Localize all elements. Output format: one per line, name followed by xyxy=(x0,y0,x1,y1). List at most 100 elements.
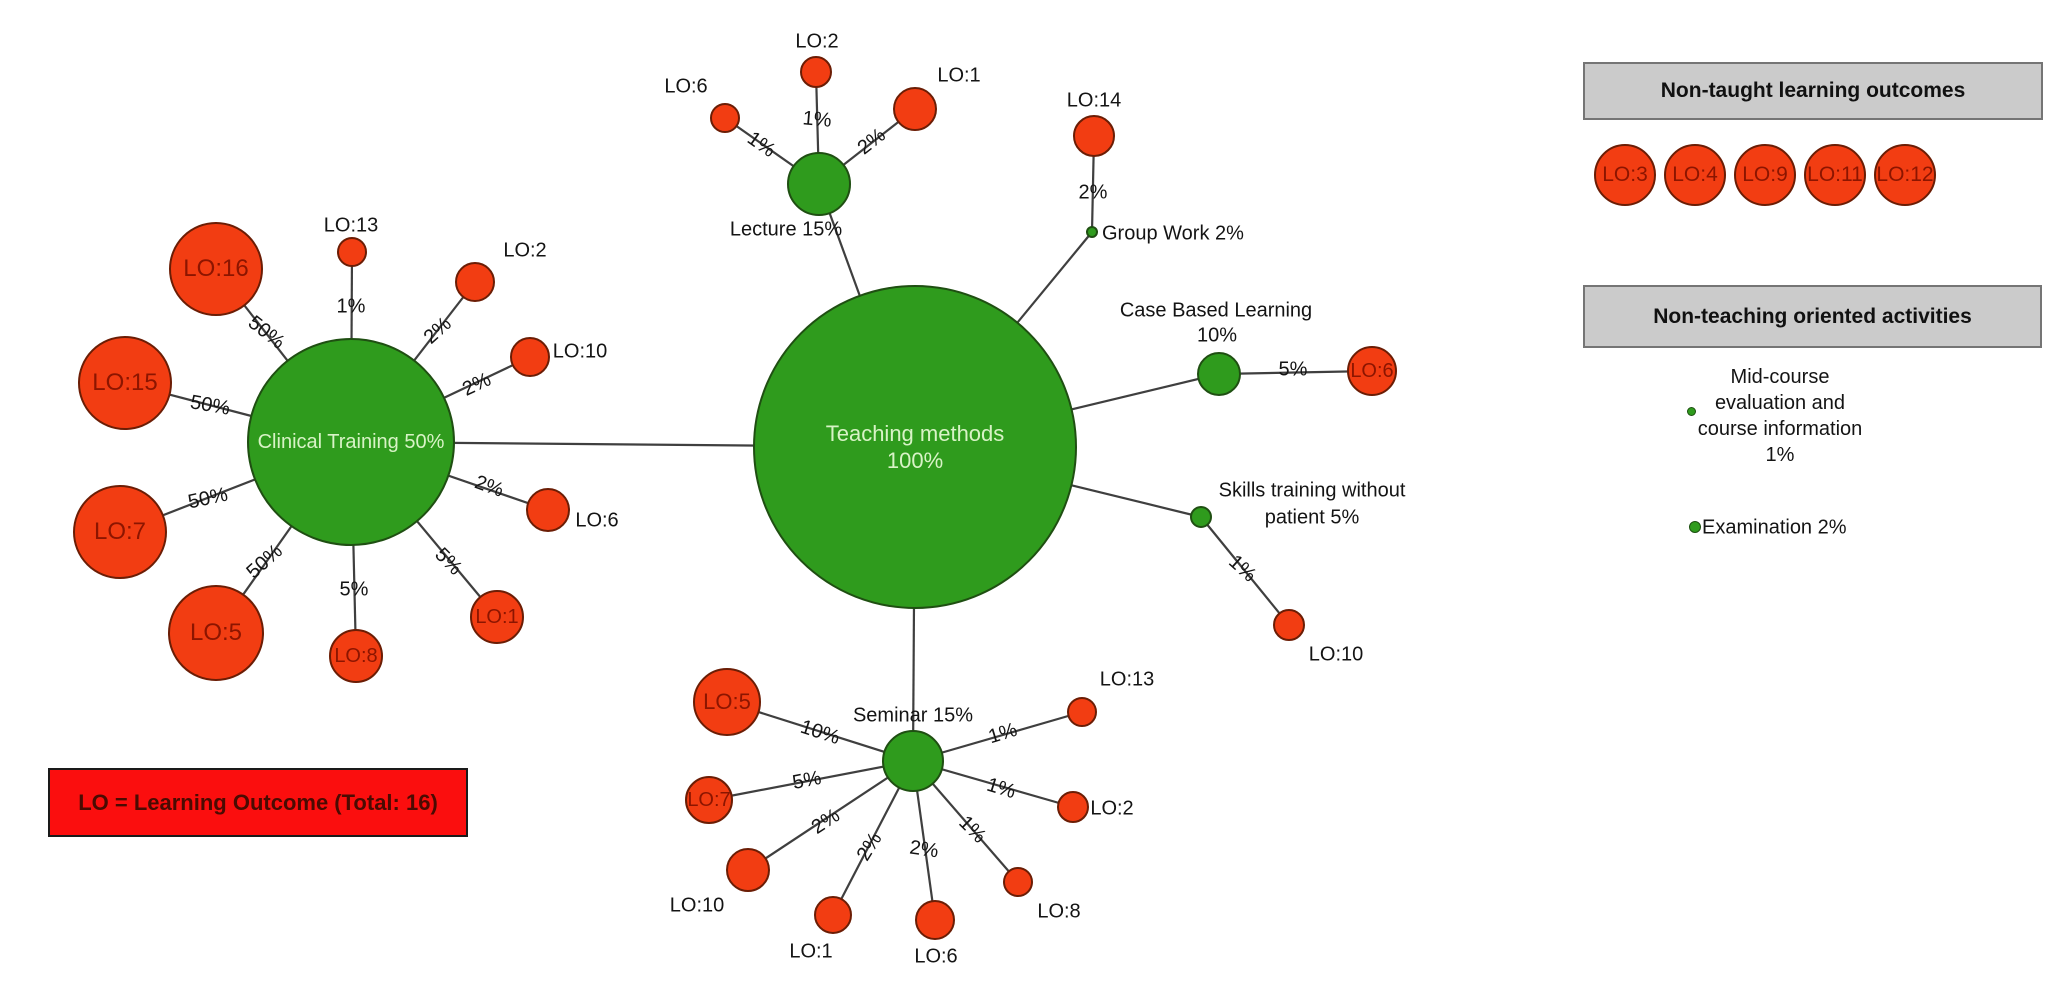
node-lecture-lo6 xyxy=(710,103,740,133)
non-taught-legend-header: Non-taught learning outcomes xyxy=(1583,62,2043,120)
diagram-text-label: LO:2 xyxy=(503,239,547,262)
node-seminar-lo2 xyxy=(1057,791,1089,823)
legend-circle-label: LO:12 xyxy=(1876,163,1934,186)
edge-percent-label: 5% xyxy=(339,578,369,601)
diagram-text-label: LO:10 xyxy=(552,340,608,363)
node-seminar-lo6 xyxy=(915,900,955,940)
node-inner-label: LO:15 xyxy=(92,369,158,396)
diagram-text-label: Lecture 15% xyxy=(729,218,843,241)
node-clinical-lo13 xyxy=(337,237,367,267)
node-inner-label: LO:8 xyxy=(334,644,378,667)
node-skills-training xyxy=(1190,506,1212,528)
non-taught-legend-title: Non-taught learning outcomes xyxy=(1660,79,1966,102)
edge-line xyxy=(747,760,914,871)
node-inner-label: 100% xyxy=(886,448,944,473)
mid-course-line: course information xyxy=(1697,418,1863,440)
diagram-text-label: LO:10 xyxy=(1308,643,1364,666)
legend-circle-label: LO:4 xyxy=(1672,163,1718,186)
node-lecture-lo1 xyxy=(893,87,937,131)
mid-course-line: Mid-course xyxy=(1730,366,1830,388)
node-inner-label: LO:7 xyxy=(93,518,147,545)
legend-circle-label: LO:11 xyxy=(1807,163,1863,186)
diagram-text-label: LO:14 xyxy=(1066,89,1122,112)
diagram-text-label: LO:1 xyxy=(937,64,981,87)
node-case-based-learning xyxy=(1197,352,1241,396)
diagram-text-label: LO:10 xyxy=(669,894,725,917)
mid-course-label: Mid-course evaluation and course informa… xyxy=(1660,364,1900,468)
node-inner-label: LO:6 xyxy=(1350,359,1394,382)
legend-circle-lo3: LO:3 xyxy=(1594,144,1656,206)
edge-percent-label: 2% xyxy=(1078,181,1108,204)
node-seminar xyxy=(882,730,944,792)
node-inner-label: LO:1 xyxy=(475,605,519,628)
node-clinical-lo6 xyxy=(526,488,570,532)
node-inner-label: LO:16 xyxy=(183,255,249,282)
diagram-text-label: Case Based Learning xyxy=(1119,299,1313,322)
node-seminar-lo8 xyxy=(1003,867,1033,897)
node-inner-label: LO:7 xyxy=(687,788,731,811)
diagram-text-label: LO:6 xyxy=(914,945,958,968)
node-skills-lo10 xyxy=(1273,609,1305,641)
node-seminar-lo13 xyxy=(1067,697,1097,727)
non-teaching-legend-title: Non-teaching oriented activities xyxy=(1653,304,1972,328)
node-group-work-lo14 xyxy=(1073,115,1115,157)
diagram-text-label: 10% xyxy=(1196,324,1238,347)
node-seminar-lo10 xyxy=(726,848,770,892)
node-clinical-lo16: LO:16 xyxy=(169,222,263,316)
legend-circle-lo11: LO:11 xyxy=(1804,144,1866,206)
node-cbl-lo6: LO:6 xyxy=(1347,346,1397,396)
node-clinical-lo1: LO:1 xyxy=(470,590,524,644)
edge-line xyxy=(1218,369,1373,376)
diagram-text-label: Group Work 2% xyxy=(1102,222,1244,245)
node-inner-label: LO:5 xyxy=(189,619,243,646)
edge-percent-label: 5% xyxy=(1278,358,1308,381)
diagram-text-label: Skills training without xyxy=(1218,479,1406,502)
diagram-text-label: LO:8 xyxy=(1037,900,1081,923)
learning-outcome-note-box: LO = Learning Outcome (Total: 16) xyxy=(48,768,468,837)
node-clinical-lo10 xyxy=(510,337,550,377)
node-clinical-lo15: LO:15 xyxy=(78,336,172,430)
examination-dot-icon xyxy=(1689,521,1701,533)
diagram-text-label: patient 5% xyxy=(1264,506,1360,529)
legend-circle-label: LO:9 xyxy=(1742,163,1788,186)
edge-percent-label: 2% xyxy=(908,836,940,863)
edge-percent-label: 1% xyxy=(336,295,366,318)
diagram-text-label: LO:2 xyxy=(1090,797,1134,820)
diagram-text-label: LO:13 xyxy=(1099,668,1155,691)
legend-circle-lo12: LO:12 xyxy=(1874,144,1936,206)
mid-course-dot-icon xyxy=(1687,407,1696,416)
node-teaching-methods: Teaching methods 100% xyxy=(753,285,1077,609)
legend-circle-lo4: LO:4 xyxy=(1664,144,1726,206)
diagram-text-label: LO:6 xyxy=(664,75,708,98)
mid-course-line: 1% xyxy=(1765,444,1795,466)
node-inner-label: Clinical Training 50% xyxy=(257,430,445,453)
diagram-text-label: LO:6 xyxy=(575,509,619,532)
node-inner-label: Teaching methods xyxy=(825,420,1005,446)
node-clinical-lo7: LO:7 xyxy=(73,485,167,579)
legend-circle-label: LO:3 xyxy=(1602,163,1648,186)
diagram-text-label: Seminar 15% xyxy=(852,704,974,727)
node-clinical-lo5: LO:5 xyxy=(168,585,264,681)
learning-outcome-note-text: LO = Learning Outcome (Total: 16) xyxy=(78,789,438,815)
diagram-text-label: LO:13 xyxy=(323,214,379,237)
mid-course-line: evaluation and xyxy=(1714,392,1846,414)
node-lecture-lo2 xyxy=(800,56,832,88)
non-teaching-legend-header: Non-teaching oriented activities xyxy=(1583,285,2042,348)
node-clinical-lo8: LO:8 xyxy=(329,629,383,683)
edge-line xyxy=(1200,516,1290,626)
node-seminar-lo1 xyxy=(814,896,852,934)
diagram-text-label: LO:1 xyxy=(789,940,833,963)
edge-line xyxy=(708,759,914,802)
node-clinical-lo2 xyxy=(455,262,495,302)
node-group-work xyxy=(1086,226,1098,238)
non-taught-circles: LO:3 LO:4 LO:9 LO:11 LO:12 xyxy=(1594,144,1936,206)
legend-circle-lo9: LO:9 xyxy=(1734,144,1796,206)
node-inner-label: LO:5 xyxy=(703,689,751,715)
node-seminar-lo5: LO:5 xyxy=(693,668,761,736)
edge-percent-label: 1% xyxy=(801,107,833,132)
diagram-text-label: LO:2 xyxy=(795,30,839,53)
examination-label: Examination 2% xyxy=(1702,516,1847,539)
node-seminar-lo7: LO:7 xyxy=(685,776,733,824)
node-lecture xyxy=(787,152,851,216)
